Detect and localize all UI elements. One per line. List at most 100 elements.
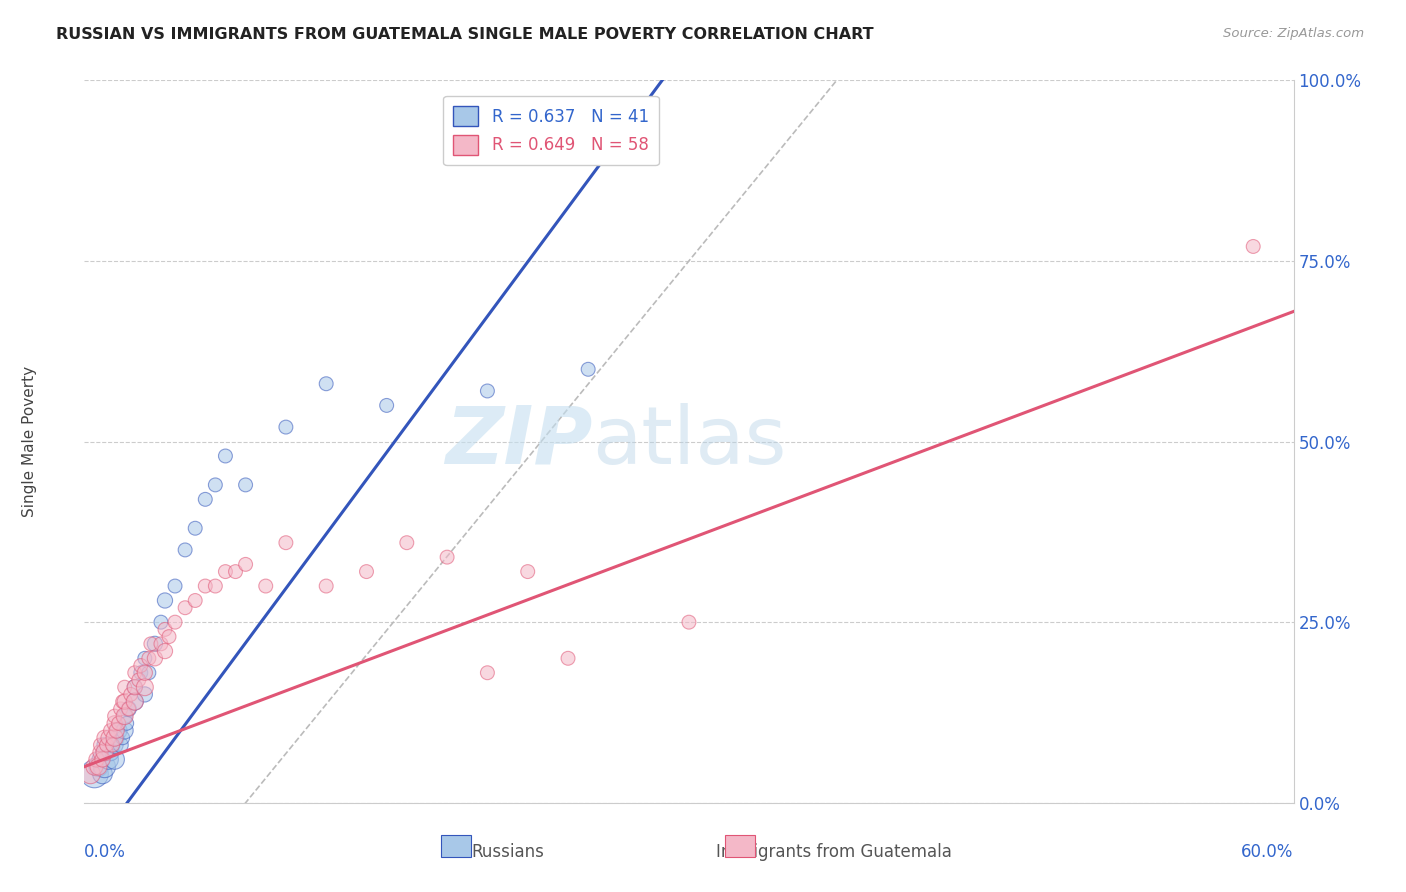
FancyBboxPatch shape <box>441 835 471 857</box>
Point <box>124 695 146 709</box>
Point <box>118 702 141 716</box>
Point <box>93 731 115 745</box>
Point <box>105 723 128 738</box>
Point <box>104 731 127 745</box>
Text: Immigrants from Guatemala: Immigrants from Guatemala <box>716 843 952 861</box>
Point <box>134 665 156 680</box>
Point <box>194 579 217 593</box>
Point <box>114 709 136 723</box>
Point <box>254 579 277 593</box>
Point <box>124 680 146 694</box>
Point <box>235 478 257 492</box>
Point <box>184 593 207 607</box>
Point <box>104 752 127 766</box>
Point <box>87 760 110 774</box>
Text: Source: ZipAtlas.com: Source: ZipAtlas.com <box>1223 27 1364 40</box>
Point <box>124 665 146 680</box>
Point <box>235 558 257 572</box>
Point <box>477 384 499 398</box>
Point <box>114 680 136 694</box>
Point <box>274 420 297 434</box>
Point <box>100 745 122 759</box>
Point <box>274 535 297 549</box>
Point <box>194 492 217 507</box>
Point <box>214 449 236 463</box>
Point <box>395 535 418 549</box>
Text: 60.0%: 60.0% <box>1241 843 1294 861</box>
Text: Russians: Russians <box>471 843 544 861</box>
Point <box>93 738 115 752</box>
Point <box>120 687 142 701</box>
Point <box>101 738 124 752</box>
Point <box>678 615 700 630</box>
Point <box>93 760 115 774</box>
Point <box>114 723 136 738</box>
Point <box>79 767 101 781</box>
Point <box>86 752 108 766</box>
Point <box>83 767 105 781</box>
Legend: R = 0.637   N = 41, R = 0.649   N = 58: R = 0.637 N = 41, R = 0.649 N = 58 <box>443 95 659 165</box>
Point <box>174 542 197 557</box>
Point <box>153 644 176 658</box>
Point <box>115 716 138 731</box>
Point <box>91 767 114 781</box>
Point <box>83 760 105 774</box>
Point <box>174 600 197 615</box>
Point <box>436 550 458 565</box>
Point <box>315 376 337 391</box>
Point <box>138 651 160 665</box>
FancyBboxPatch shape <box>725 835 755 857</box>
Point <box>97 752 120 766</box>
Point <box>576 362 599 376</box>
Point <box>138 665 160 680</box>
Point <box>101 738 124 752</box>
Point <box>104 709 127 723</box>
Point <box>89 745 111 759</box>
Point <box>315 579 337 593</box>
Point <box>134 651 156 665</box>
Point <box>516 565 538 579</box>
Point <box>93 745 115 759</box>
Point <box>129 658 152 673</box>
Point <box>93 745 115 759</box>
Point <box>477 665 499 680</box>
Point <box>89 738 111 752</box>
Point <box>134 680 156 694</box>
Point <box>105 731 128 745</box>
Text: atlas: atlas <box>592 402 786 481</box>
Point <box>557 651 579 665</box>
Point <box>111 731 134 745</box>
Text: RUSSIAN VS IMMIGRANTS FROM GUATEMALA SINGLE MALE POVERTY CORRELATION CHART: RUSSIAN VS IMMIGRANTS FROM GUATEMALA SIN… <box>56 27 875 42</box>
Point <box>87 760 110 774</box>
Point <box>110 702 132 716</box>
Text: Single Male Poverty: Single Male Poverty <box>22 366 38 517</box>
Point <box>89 752 111 766</box>
Point <box>143 637 166 651</box>
Text: 0.0%: 0.0% <box>84 843 127 861</box>
Point <box>124 695 146 709</box>
Point <box>375 398 398 412</box>
Point <box>124 680 146 694</box>
Point <box>139 637 162 651</box>
Point <box>165 615 187 630</box>
Point <box>129 665 152 680</box>
Point <box>104 738 127 752</box>
Point <box>118 702 141 716</box>
Point <box>214 565 236 579</box>
Point <box>110 738 132 752</box>
Text: ZIP: ZIP <box>444 402 592 481</box>
Point <box>91 752 114 766</box>
Point <box>97 731 120 745</box>
Point <box>107 716 129 731</box>
Point <box>143 651 166 665</box>
Point <box>104 716 127 731</box>
Point <box>114 709 136 723</box>
Point <box>184 521 207 535</box>
Point <box>1241 239 1264 253</box>
Point <box>225 565 247 579</box>
Point <box>153 593 176 607</box>
Point <box>204 579 226 593</box>
Point <box>149 637 172 651</box>
Point <box>356 565 378 579</box>
Point <box>100 723 122 738</box>
